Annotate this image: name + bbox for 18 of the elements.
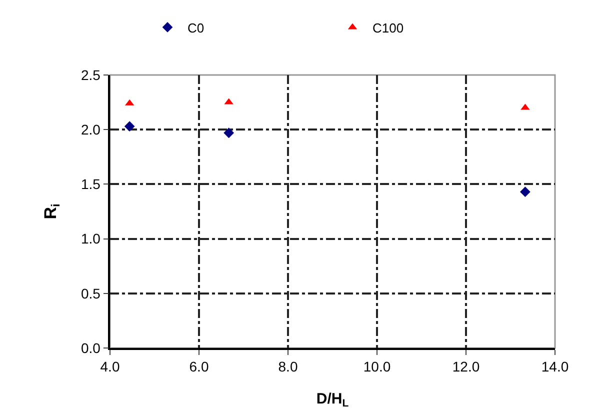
y-tick-label: 0.0 (80, 340, 101, 356)
x-tick-label: 8.0 (278, 358, 298, 375)
y-tick-label: 0.5 (80, 285, 101, 302)
x-tick-label: 4.0 (100, 358, 120, 375)
y-tick-label: 1.5 (80, 176, 101, 192)
y-tick-label: 1.0 (80, 230, 101, 247)
point (224, 128, 234, 138)
x-tick-label: 6.0 (189, 358, 209, 375)
y-tick-label: 2.5 (80, 66, 101, 83)
x-tick-label: 14.0 (541, 358, 569, 375)
legend-label: C0 (188, 20, 204, 36)
y-tick-label: 2.0 (80, 122, 101, 138)
x-tick-label: 12.0 (452, 358, 480, 375)
x-axis-title: D/H$_{L}$ (316, 390, 350, 410)
point (124, 121, 135, 132)
legend-label: C100 (372, 20, 404, 36)
point (520, 186, 530, 198)
x-tick-label: 10.0 (363, 358, 391, 375)
